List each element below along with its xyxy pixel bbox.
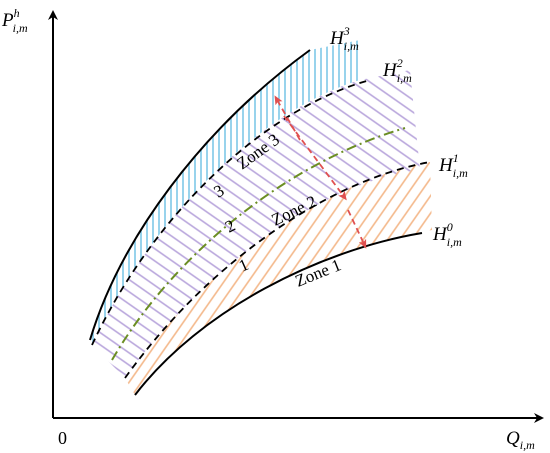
zone1-region [125, 162, 432, 395]
x-axis-label: Qi,m [506, 428, 535, 452]
zone-transition-arrow-1 [274, 95, 301, 141]
zone2-region [92, 70, 420, 378]
origin-label: 0 [58, 428, 67, 448]
zone3-region [90, 40, 360, 345]
curve-h0 [134, 232, 423, 396]
curve-label-h2: H2 i,m [382, 56, 412, 85]
curve-mid-dashdot [111, 127, 406, 361]
curve-label-h1: H1 i,m [438, 151, 468, 180]
y-axis-label: Ph i,m [1, 6, 28, 35]
curve-label-h3: H3 i,m [329, 24, 359, 53]
curve-label-h0: H0 i,m [432, 220, 462, 249]
zone-transition-arrow-3 [347, 209, 367, 249]
zone-transition-arrow-2 [283, 115, 347, 201]
curve-h3 [89, 49, 311, 341]
curve-h2 [91, 79, 371, 346]
curve-h1 [124, 161, 431, 379]
